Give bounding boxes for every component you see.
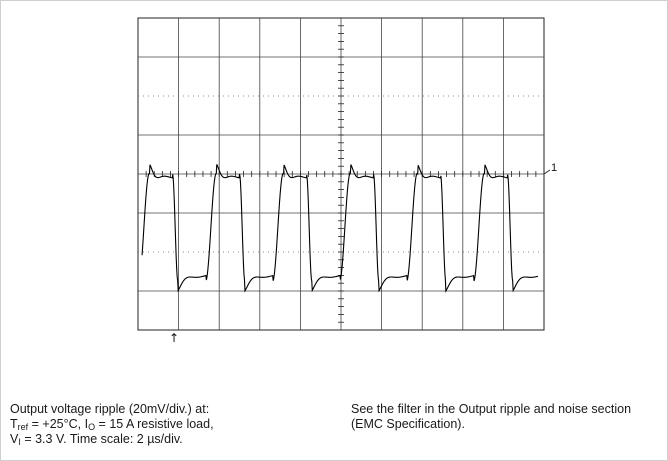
temp-value: = +25°C, I: [28, 417, 89, 431]
caption-line-1: Output voltage ripple (20mV/div.) at:: [10, 402, 210, 416]
voltage-symbol: V: [10, 432, 19, 446]
temp-subscript: ref: [17, 422, 29, 432]
scope-axis-ticks: [137, 17, 545, 331]
caption-line-2: Tref = +25°C, IO = 15 A resistive load,: [10, 417, 310, 432]
caption-line-3: VI = 3.3 V. Time scale: 2 µs/div.: [10, 432, 310, 447]
caption-filter-note: See the filter in the Output ripple and …: [351, 402, 661, 432]
channel-marker-pointer: [543, 169, 551, 175]
ripple-trace: [141, 164, 539, 293]
voltage-subscript: I: [18, 437, 21, 447]
trigger-marker: ↑: [169, 331, 179, 345]
current-subscript: O: [88, 422, 96, 432]
voltage-value: = 3.3 V. Time scale: 2 µs/div.: [20, 432, 183, 446]
caption-measurement-conditions: Output voltage ripple (20mV/div.) at: Tr…: [10, 402, 310, 447]
filter-note-text: See the filter in the Output ripple and …: [351, 402, 632, 431]
channel-1-marker: 1: [551, 162, 557, 174]
current-value: = 15 A resistive load,: [95, 417, 214, 431]
temp-symbol: T: [10, 417, 18, 431]
